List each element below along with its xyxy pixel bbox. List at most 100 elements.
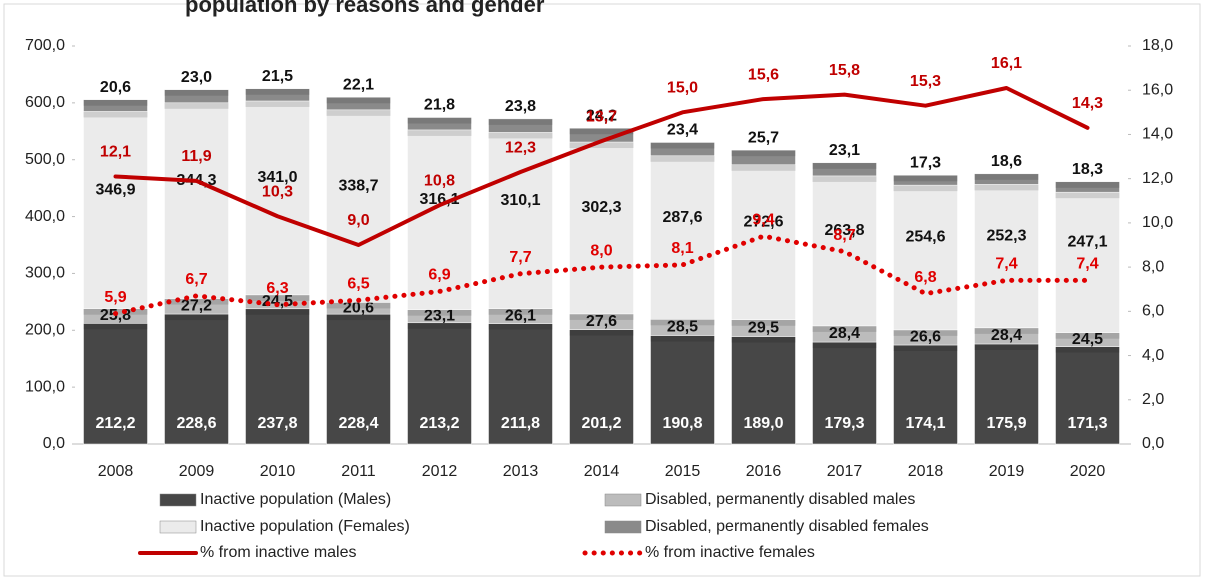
bar-segment xyxy=(488,323,553,445)
bar-segment xyxy=(83,323,148,445)
data-label: 247,1 xyxy=(1067,234,1107,251)
bar-segment xyxy=(812,175,877,327)
bar-shade xyxy=(974,343,1039,350)
line-label: 8,1 xyxy=(671,240,693,257)
x-tick-label: 2012 xyxy=(422,463,458,480)
data-label: 310,1 xyxy=(500,192,540,209)
bar-shade xyxy=(893,345,958,352)
data-label: 18,3 xyxy=(1072,161,1103,178)
bar-segment xyxy=(245,308,310,445)
bar-shade xyxy=(650,142,715,149)
data-label: 23,4 xyxy=(667,122,698,139)
bar-segment xyxy=(326,97,391,111)
bar-segment xyxy=(83,111,148,309)
bar-segment xyxy=(1055,346,1120,445)
bar-shade xyxy=(83,323,148,330)
data-label: 17,3 xyxy=(910,155,941,172)
bar-segment xyxy=(731,336,796,445)
bar-shade xyxy=(407,322,472,329)
bar-shade xyxy=(245,294,310,301)
line-label: 15,8 xyxy=(829,62,860,79)
bar-shade xyxy=(974,327,1039,334)
legend-label: Inactive population (Males) xyxy=(200,491,391,508)
data-label: 20,6 xyxy=(343,300,374,317)
bar-shade xyxy=(569,313,634,320)
bar-shade xyxy=(164,89,229,96)
y2-tick-label: 6,0 xyxy=(1142,303,1164,320)
y2-tick-label: 10,0 xyxy=(1142,214,1173,231)
legend-label: Disabled, permanently disabled females xyxy=(645,518,929,535)
line-label: 8,7 xyxy=(833,227,855,244)
data-label: 213,2 xyxy=(419,415,459,432)
data-label: 24,5 xyxy=(1072,331,1103,348)
bar-shade xyxy=(1055,346,1120,353)
line-label: 7,4 xyxy=(1076,256,1098,273)
x-tick-label: 2009 xyxy=(179,463,215,480)
line-label: 15,6 xyxy=(748,66,779,83)
bar-shade xyxy=(83,111,148,118)
line-label: 16,1 xyxy=(991,55,1022,72)
data-label: 28,5 xyxy=(667,319,698,336)
x-tick-label: 2010 xyxy=(260,463,296,480)
bar-segment xyxy=(488,132,553,309)
bar-shade xyxy=(326,109,391,116)
legend-label: Disabled, permanently disabled males xyxy=(645,491,915,508)
bar-shade xyxy=(812,175,877,182)
bar-shade xyxy=(326,302,391,309)
data-label: 252,3 xyxy=(986,227,1026,244)
bar-shade xyxy=(893,185,958,192)
data-label: 211,8 xyxy=(501,415,540,432)
y-tick-label: 100,0 xyxy=(25,378,65,395)
bar-segment xyxy=(488,118,553,133)
bar-shade xyxy=(245,100,310,107)
y2-tick-label: 12,0 xyxy=(1142,170,1173,187)
line-label: 8,0 xyxy=(590,242,612,259)
bar-shade xyxy=(1055,332,1120,339)
bar-shade xyxy=(974,173,1039,180)
line-label: 7,7 xyxy=(509,249,531,266)
bar-shade xyxy=(569,329,634,336)
bar-segment xyxy=(974,184,1039,329)
y2-tick-label: 4,0 xyxy=(1142,347,1164,364)
bar-segment xyxy=(731,149,796,166)
data-label: 174,1 xyxy=(905,415,945,432)
y-tick-label: 500,0 xyxy=(25,151,65,168)
bar-segment xyxy=(893,184,958,331)
bar-shade xyxy=(731,150,796,157)
data-label: 24,2 xyxy=(586,107,617,124)
data-label: 23,8 xyxy=(505,98,536,115)
x-tick-label: 2011 xyxy=(341,463,376,480)
bar-segment xyxy=(650,142,715,157)
data-label: 27,2 xyxy=(181,298,212,315)
data-label: 27,6 xyxy=(586,313,617,330)
x-tick-label: 2015 xyxy=(665,463,701,480)
data-label: 272,6 xyxy=(743,213,783,230)
bar-shade xyxy=(1055,181,1120,188)
x-tick-label: 2016 xyxy=(746,463,782,480)
legend-label: Inactive population (Females) xyxy=(200,518,410,535)
data-label: 29,5 xyxy=(748,319,779,336)
data-label: 201,2 xyxy=(581,415,621,432)
y2-tick-label: 2,0 xyxy=(1142,391,1164,408)
line-series xyxy=(113,233,1090,317)
bar-shade xyxy=(893,329,958,336)
y-tick-label: 400,0 xyxy=(25,208,65,225)
line-label: 12,1 xyxy=(100,144,131,161)
data-label: 175,9 xyxy=(986,415,1026,432)
bar-shade xyxy=(812,342,877,349)
bar-shade xyxy=(326,314,391,321)
bar-segment xyxy=(83,99,148,112)
data-label: 171,3 xyxy=(1067,415,1107,432)
data-label: 302,3 xyxy=(581,199,621,216)
bar-segment xyxy=(407,117,472,131)
bar-shade xyxy=(569,142,634,149)
line-label: 10,3 xyxy=(262,183,293,200)
y2-tick-label: 8,0 xyxy=(1142,258,1164,275)
data-label: 28,4 xyxy=(991,327,1022,344)
bar-shade xyxy=(1055,192,1120,199)
bar-segment xyxy=(326,313,391,445)
x-tick-label: 2019 xyxy=(989,463,1025,480)
bar-shade xyxy=(407,129,472,136)
line-label: 13,7 xyxy=(586,108,617,125)
